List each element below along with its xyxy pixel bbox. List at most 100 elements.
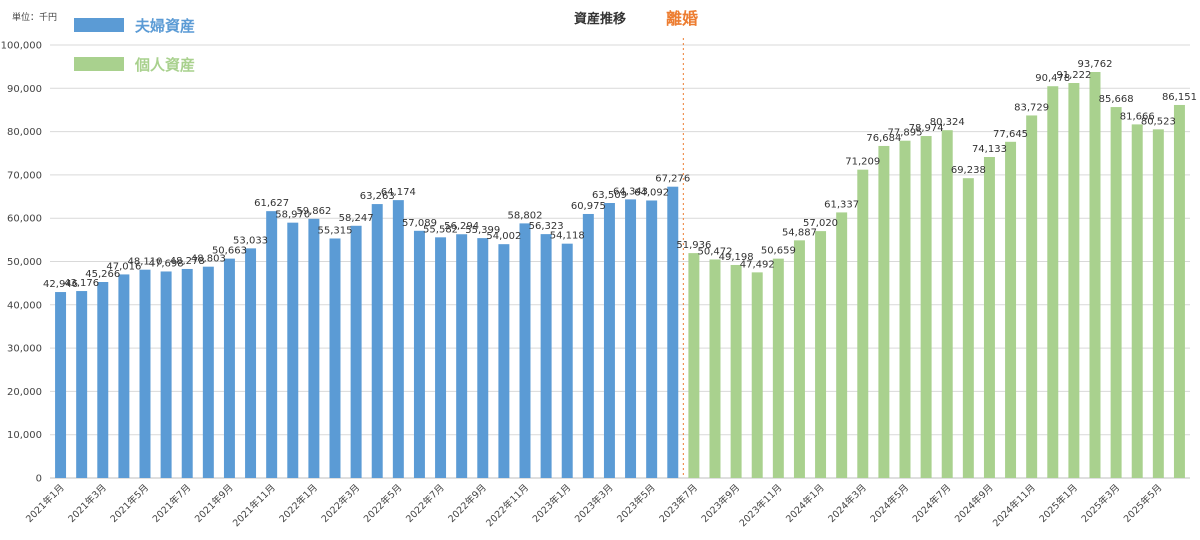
data-label: 55,315: [318, 225, 353, 236]
x-tick-label: 2021年1月: [23, 482, 66, 525]
bar-personal-assets: [730, 264, 742, 478]
data-label: 78,974: [909, 123, 944, 134]
data-label: 81,666: [1120, 111, 1155, 122]
bar-couple-assets: [435, 237, 447, 478]
data-label: 50,663: [212, 246, 247, 257]
data-label: 50,659: [761, 246, 796, 257]
data-label: 61,627: [254, 198, 289, 209]
bar-personal-assets: [1110, 107, 1122, 479]
data-label: 64,174: [381, 187, 416, 198]
bar-personal-assets: [815, 231, 827, 478]
bar-couple-assets: [667, 186, 679, 478]
bars: [55, 72, 1185, 479]
data-label: 58,247: [339, 213, 374, 224]
bar-personal-assets: [962, 178, 974, 478]
x-tick-label: 2023年3月: [572, 482, 615, 525]
data-label: 80,523: [1141, 116, 1176, 127]
data-label: 51,936: [676, 240, 711, 251]
bar-personal-assets: [688, 253, 700, 478]
data-label: 56,323: [529, 221, 564, 232]
bar-couple-assets: [392, 200, 404, 478]
bar-couple-assets: [55, 292, 67, 478]
x-tick-label: 2022年3月: [319, 482, 362, 525]
data-label: 63,263: [360, 191, 395, 202]
bar-couple-assets: [625, 199, 637, 478]
data-labels: 42,94643,17645,26647,01648,11047,69848,2…: [43, 59, 1197, 290]
bar-personal-assets: [1047, 86, 1059, 479]
data-label: 54,118: [550, 231, 585, 242]
bar-personal-assets: [920, 136, 932, 478]
x-tick-label: 2024年3月: [826, 482, 869, 525]
x-tick-label: 2021年5月: [108, 482, 151, 525]
y-tick-label: 40,000: [7, 300, 42, 311]
x-tick-label: 2024年11月: [990, 482, 1038, 530]
x-tick-label: 2021年11月: [230, 482, 278, 530]
data-label: 53,033: [233, 235, 268, 246]
bar-couple-assets: [540, 234, 552, 478]
data-label: 61,337: [824, 199, 859, 210]
bar-couple-assets: [329, 238, 341, 478]
bar-couple-assets: [202, 266, 214, 478]
data-label: 85,668: [1099, 94, 1134, 105]
y-tick-label: 10,000: [7, 430, 42, 441]
data-label: 55,399: [465, 225, 500, 236]
chart-title: 資産推移: [574, 11, 626, 27]
bar-couple-assets: [308, 218, 320, 478]
data-label: 58,970: [275, 210, 310, 221]
data-label: 48,110: [128, 257, 163, 268]
y-tick-label: 80,000: [7, 127, 42, 138]
x-tick-label: 2021年3月: [66, 482, 109, 525]
data-label: 93,762: [1078, 59, 1113, 70]
y-tick-label: 50,000: [7, 257, 42, 268]
x-tick-label: 2022年9月: [446, 482, 489, 525]
data-label: 77,895: [888, 128, 923, 139]
x-tick-label: 2023年9月: [699, 482, 742, 525]
x-tick-label: 2024年7月: [910, 482, 953, 525]
x-tick-label: 2025年5月: [1121, 482, 1164, 525]
data-label: 76,684: [866, 133, 901, 144]
x-tick-label: 2022年7月: [403, 482, 446, 525]
divorce-label: 離婚: [666, 9, 698, 28]
bar-couple-assets: [287, 222, 299, 478]
data-label: 55,582: [423, 224, 458, 235]
bar-couple-assets: [371, 204, 383, 478]
bar-personal-assets: [857, 169, 869, 478]
data-label: 54,002: [486, 231, 521, 242]
bar-personal-assets: [1026, 115, 1038, 478]
bar-personal-assets: [899, 140, 911, 478]
bar-couple-assets: [603, 203, 615, 478]
bar-couple-assets: [76, 291, 88, 478]
data-label: 80,324: [930, 117, 965, 128]
legend: 夫婦資産 個人資産: [74, 17, 195, 74]
bar-couple-assets: [223, 258, 235, 478]
data-label: 74,133: [972, 144, 1007, 155]
data-label: 58,802: [508, 210, 543, 221]
data-label: 63,509: [592, 190, 627, 201]
x-tick-label: 2021年9月: [192, 482, 235, 525]
x-tick-label: 2022年5月: [361, 482, 404, 525]
data-label: 64,092: [634, 187, 669, 198]
data-label: 47,698: [149, 258, 184, 269]
bar-couple-assets: [498, 244, 510, 478]
data-label: 67,276: [655, 174, 690, 185]
data-label: 77,645: [993, 129, 1028, 140]
bar-couple-assets: [245, 248, 257, 478]
data-label: 59,862: [296, 206, 331, 217]
data-label: 50,472: [698, 246, 733, 257]
y-tick-label: 100,000: [1, 41, 42, 52]
bar-personal-assets: [1089, 72, 1101, 479]
y-axis-ticks: 0 10,000 20,000 30,000 40,000 50,000 60,000 70,…: [1, 41, 42, 485]
x-tick-label: 2023年5月: [614, 482, 657, 525]
bar-personal-assets: [1152, 129, 1164, 479]
bar-personal-assets: [836, 212, 848, 478]
legend-label-personal: 個人資産: [134, 56, 195, 74]
y-tick-label: 90,000: [7, 84, 42, 95]
data-label: 83,729: [1014, 102, 1049, 113]
x-tick-label: 2024年1月: [783, 482, 826, 525]
data-label: 60,975: [571, 201, 606, 212]
bar-couple-assets: [160, 271, 172, 478]
bar-personal-assets: [1005, 141, 1017, 478]
bar-personal-assets: [772, 258, 784, 478]
